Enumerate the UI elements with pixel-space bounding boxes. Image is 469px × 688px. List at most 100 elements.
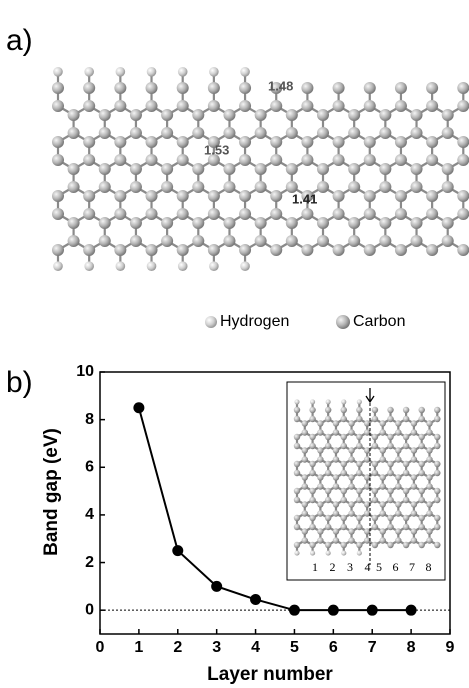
carbon-atom [161, 127, 173, 139]
carbon-atom [348, 447, 354, 453]
carbon-atom [434, 461, 440, 467]
carbon-atom [364, 136, 376, 148]
data-point [406, 605, 417, 616]
carbon-atom [348, 474, 354, 480]
carbon-atom [83, 82, 95, 94]
carbon-atom [434, 524, 440, 530]
carbon-atom [341, 470, 347, 476]
carbon-atom [177, 100, 189, 112]
carbon-atom [146, 208, 158, 220]
carbon-atom [286, 109, 298, 121]
carbon-atom [208, 100, 220, 112]
carbon-atom [208, 208, 220, 220]
carbon-atom [341, 434, 347, 440]
hydrogen-atom [341, 551, 346, 556]
y-tick-label: 6 [85, 458, 94, 475]
carbon-atom [364, 501, 370, 507]
carbon-atom [192, 163, 204, 175]
x-tick-label: 3 [212, 639, 221, 656]
carbon-atom [302, 510, 308, 516]
x-tick-label: 8 [407, 639, 416, 656]
hydrogen-atom [310, 399, 315, 404]
carbon-atom [387, 443, 393, 449]
carbon-atom [426, 429, 432, 435]
carbon-atom [333, 429, 339, 435]
carbon-atom [309, 542, 315, 548]
carbon-atom [177, 244, 189, 256]
carbon-atom [325, 515, 331, 521]
carbon-atom [309, 515, 315, 521]
carbon-atom [68, 235, 80, 247]
carbon-atom [208, 82, 220, 94]
carbon-atom [380, 501, 386, 507]
carbon-atom [364, 190, 376, 202]
carbon-atom [294, 434, 300, 440]
carbon-atom [239, 244, 251, 256]
inset-label: 5 [376, 560, 382, 574]
carbon-atom [403, 434, 409, 440]
carbon-atom [309, 524, 315, 530]
carbon-atom [255, 127, 267, 139]
carbon-atom [387, 416, 393, 422]
carbon-atom [208, 244, 220, 256]
carbon-atom [395, 474, 401, 480]
carbon-atom [348, 163, 360, 175]
carbon-atom [294, 416, 300, 422]
carbon-atom [270, 190, 282, 202]
hydrogen-atom [116, 261, 126, 271]
carbon-atom [434, 416, 440, 422]
carbon-atom [419, 524, 425, 530]
carbon-atom [426, 420, 432, 426]
carbon-atom [294, 524, 300, 530]
carbon-atom [380, 483, 386, 489]
carbon-atom [395, 456, 401, 462]
data-point [250, 594, 261, 605]
hydrogen-atom [294, 551, 299, 556]
x-tick-label: 6 [329, 639, 338, 656]
carbon-atom [302, 429, 308, 435]
carbon-atom [426, 510, 432, 516]
carbon-atom [364, 537, 370, 543]
panel-label: b) [6, 366, 33, 399]
hydrogen-atom [240, 261, 250, 271]
carbon-atom [356, 488, 362, 494]
carbon-atom [341, 497, 347, 503]
carbon-atom [325, 524, 331, 530]
carbon-atom [426, 154, 438, 166]
carbon-atom [457, 82, 469, 94]
carbon-atom [395, 501, 401, 507]
carbon-atom [364, 528, 370, 534]
carbon-atom [68, 181, 80, 193]
carbon-atom [348, 217, 360, 229]
carbon-atom [442, 217, 454, 229]
carbon-atom [341, 524, 347, 530]
hydrogen-atom [147, 261, 157, 271]
carbon-atom [457, 190, 469, 202]
carbon-atom [419, 488, 425, 494]
carbon-atom [301, 154, 313, 166]
carbon-atom [356, 416, 362, 422]
carbon-atom [356, 542, 362, 548]
carbon-atom [411, 181, 423, 193]
hydrogen-atom [326, 399, 331, 404]
carbon-atom [83, 100, 95, 112]
carbon-atom [239, 190, 251, 202]
carbon-atom [130, 109, 142, 121]
x-tick-label: 4 [251, 639, 260, 656]
carbon-atom [192, 127, 204, 139]
carbon-atom [387, 470, 393, 476]
carbon-atom [348, 181, 360, 193]
carbon-atom [395, 537, 401, 543]
carbon-atom [255, 109, 267, 121]
carbon-atom [364, 447, 370, 453]
carbon-atom [380, 510, 386, 516]
carbon-atom [387, 434, 393, 440]
carbon-atom [380, 528, 386, 534]
carbon-atom [309, 488, 315, 494]
carbon-atom [177, 154, 189, 166]
data-point [367, 605, 378, 616]
carbon-atom [426, 483, 432, 489]
carbon-atom [294, 407, 300, 413]
carbon-atom [364, 420, 370, 426]
carbon-atom [301, 100, 313, 112]
